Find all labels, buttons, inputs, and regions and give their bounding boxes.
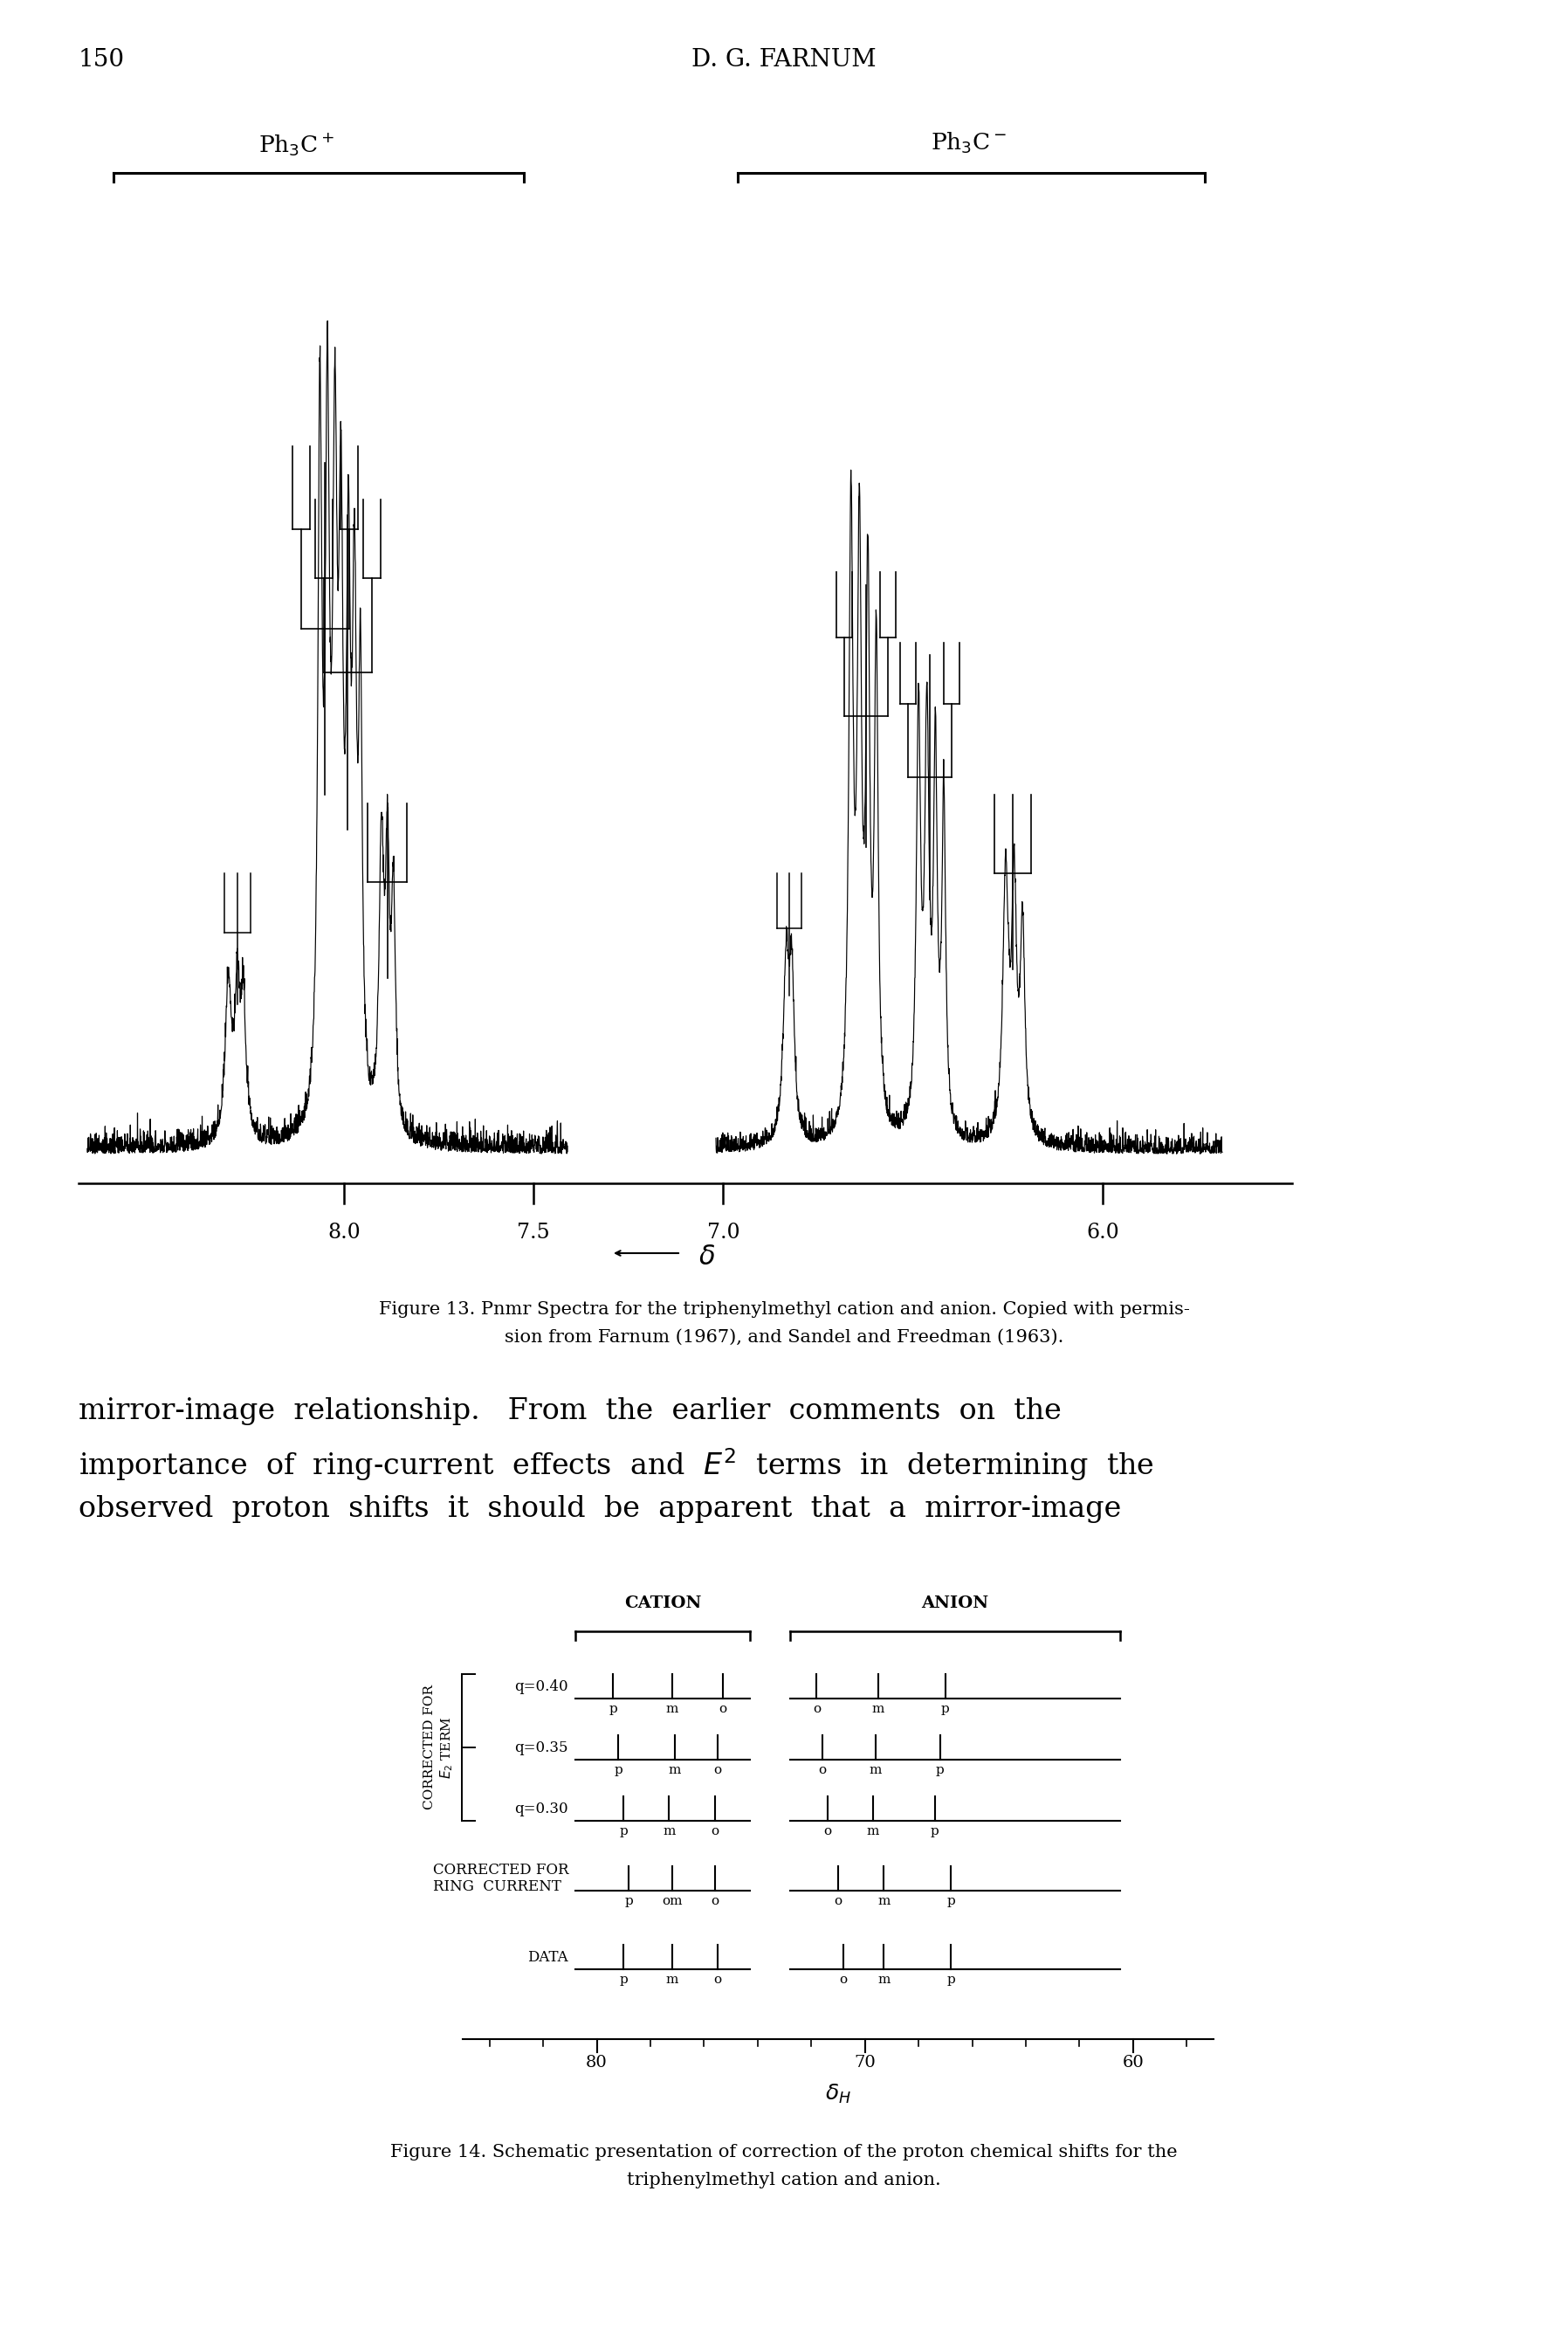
Text: p: p (930, 1826, 939, 1838)
Text: m: m (878, 1894, 891, 1908)
Text: mirror-image  relationship.   From  the  earlier  comments  on  the: mirror-image relationship. From the earl… (78, 1398, 1062, 1424)
Text: p: p (619, 1974, 627, 1986)
Text: p: p (615, 1765, 622, 1777)
Text: m: m (869, 1765, 881, 1777)
Text: o: o (718, 1704, 728, 1716)
Text: m: m (872, 1704, 884, 1716)
Text: o: o (834, 1894, 842, 1908)
Text: D. G. FARNUM: D. G. FARNUM (691, 47, 877, 70)
Text: q=0.30: q=0.30 (514, 1800, 568, 1817)
Text: DATA: DATA (528, 1950, 568, 1965)
Text: observed  proton  shifts  it  should  be  apparent  that  a  mirror-image: observed proton shifts it should be appa… (78, 1495, 1121, 1523)
Text: o: o (812, 1704, 820, 1716)
Text: o: o (713, 1765, 721, 1777)
Text: q=0.40: q=0.40 (514, 1678, 568, 1694)
Text: 8.0: 8.0 (328, 1222, 361, 1243)
Text: p: p (936, 1765, 944, 1777)
Text: triphenylmethyl cation and anion.: triphenylmethyl cation and anion. (627, 2171, 941, 2188)
Text: m: m (668, 1765, 681, 1777)
Text: 150: 150 (78, 47, 125, 70)
Text: importance  of  ring-current  effects  and  $E^2$  terms  in  determining  the: importance of ring-current effects and $… (78, 1445, 1154, 1483)
Text: Figure 13. Pnmr Spectra for the triphenylmethyl cation and anion. Copied with pe: Figure 13. Pnmr Spectra for the tripheny… (378, 1302, 1190, 1318)
Text: om: om (662, 1894, 682, 1908)
Text: o: o (823, 1826, 831, 1838)
Text: Ph$_3$C$^+$: Ph$_3$C$^+$ (259, 132, 336, 157)
Text: CORRECTED FOR
$E_2$ TERM: CORRECTED FOR $E_2$ TERM (423, 1685, 455, 1810)
Text: m: m (663, 1826, 676, 1838)
Text: 7.5: 7.5 (517, 1222, 550, 1243)
Text: p: p (619, 1826, 627, 1838)
Text: Ph$_3$C$^-$: Ph$_3$C$^-$ (931, 132, 1007, 155)
Text: 7.0: 7.0 (707, 1222, 740, 1243)
Text: 70: 70 (855, 2054, 877, 2070)
Text: m: m (665, 1704, 677, 1716)
Text: o: o (713, 1974, 721, 1986)
Text: p: p (947, 1894, 955, 1908)
Text: o: o (839, 1974, 847, 1986)
Text: p: p (941, 1704, 950, 1716)
Text: m: m (878, 1974, 891, 1986)
Text: 80: 80 (586, 2054, 607, 2070)
Text: p: p (624, 1894, 633, 1908)
Text: q=0.35: q=0.35 (514, 1739, 568, 1755)
Text: sion from Farnum (1967), and Sandel and Freedman (1963).: sion from Farnum (1967), and Sandel and … (505, 1330, 1063, 1347)
Text: 60: 60 (1123, 2054, 1145, 2070)
Text: m: m (867, 1826, 880, 1838)
Text: o: o (710, 1894, 718, 1908)
Text: ANION: ANION (920, 1596, 988, 1612)
Text: CORRECTED FOR
RING  CURRENT: CORRECTED FOR RING CURRENT (433, 1864, 568, 1894)
Text: Figure 14. Schematic presentation of correction of the proton chemical shifts fo: Figure 14. Schematic presentation of cor… (390, 2143, 1178, 2160)
Text: o: o (818, 1765, 826, 1777)
Text: m: m (665, 1974, 677, 1986)
Text: $\delta_H$: $\delta_H$ (825, 2082, 851, 2106)
Text: p: p (608, 1704, 618, 1716)
Text: o: o (710, 1826, 718, 1838)
Text: CATION: CATION (624, 1596, 701, 1612)
Text: $\delta$: $\delta$ (698, 1243, 715, 1271)
Text: p: p (947, 1974, 955, 1986)
Text: 6.0: 6.0 (1087, 1222, 1120, 1243)
